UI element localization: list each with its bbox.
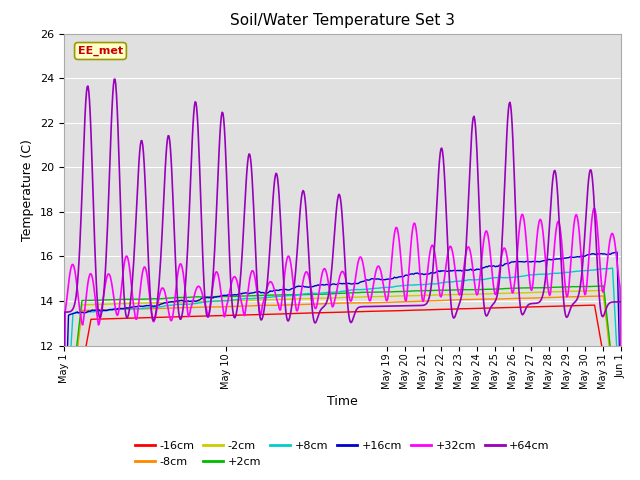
Legend: -16cm, -8cm, -2cm, +2cm, +8cm, +16cm, +32cm, +64cm: -16cm, -8cm, -2cm, +2cm, +8cm, +16cm, +3…	[131, 437, 554, 471]
Title: Soil/Water Temperature Set 3: Soil/Water Temperature Set 3	[230, 13, 455, 28]
Text: EE_met: EE_met	[78, 46, 123, 56]
Y-axis label: Temperature (C): Temperature (C)	[22, 139, 35, 240]
X-axis label: Time: Time	[327, 395, 358, 408]
